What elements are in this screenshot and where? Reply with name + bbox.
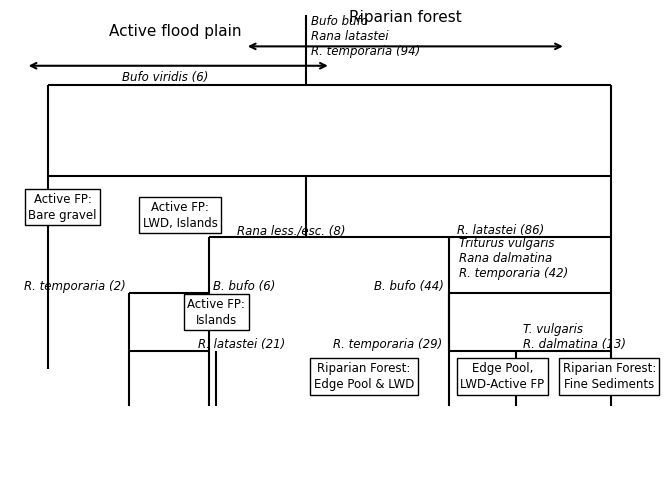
Text: Bufo viridis (6): Bufo viridis (6) xyxy=(123,71,208,84)
Text: Bufo bufo
Rana latastei
R. temporaria (94): Bufo bufo Rana latastei R. temporaria (9… xyxy=(310,15,420,58)
Text: Active FP:
Bare gravel: Active FP: Bare gravel xyxy=(29,193,97,222)
Text: Active FP:
LWD, Islands: Active FP: LWD, Islands xyxy=(143,201,217,230)
Text: Riparian Forest:
Edge Pool & LWD: Riparian Forest: Edge Pool & LWD xyxy=(314,362,414,391)
Text: Active flood plain: Active flood plain xyxy=(109,24,241,39)
Text: B. bufo (44): B. bufo (44) xyxy=(374,280,444,294)
Text: Riparian Forest:
Fine Sediments: Riparian Forest: Fine Sediments xyxy=(563,362,656,391)
Text: R. latastei (21): R. latastei (21) xyxy=(198,338,285,351)
Text: B. bufo (6): B. bufo (6) xyxy=(213,280,276,294)
Text: T. vulgaris
R. dalmatina (13): T. vulgaris R. dalmatina (13) xyxy=(523,323,626,351)
Text: Rana less./esc. (8): Rana less./esc. (8) xyxy=(236,224,345,237)
Text: Triturus vulgaris
Rana dalmatina
R. temporaria (42): Triturus vulgaris Rana dalmatina R. temp… xyxy=(460,237,569,280)
Text: R. temporaria (2): R. temporaria (2) xyxy=(24,280,126,294)
Text: R. temporaria (29): R. temporaria (29) xyxy=(333,338,442,351)
Text: Active FP:
Islands: Active FP: Islands xyxy=(187,298,245,327)
Text: Edge Pool,
LWD-Active FP: Edge Pool, LWD-Active FP xyxy=(460,362,544,391)
Text: R. latastei (86): R. latastei (86) xyxy=(457,224,544,237)
Text: Riparian forest: Riparian forest xyxy=(348,10,462,25)
